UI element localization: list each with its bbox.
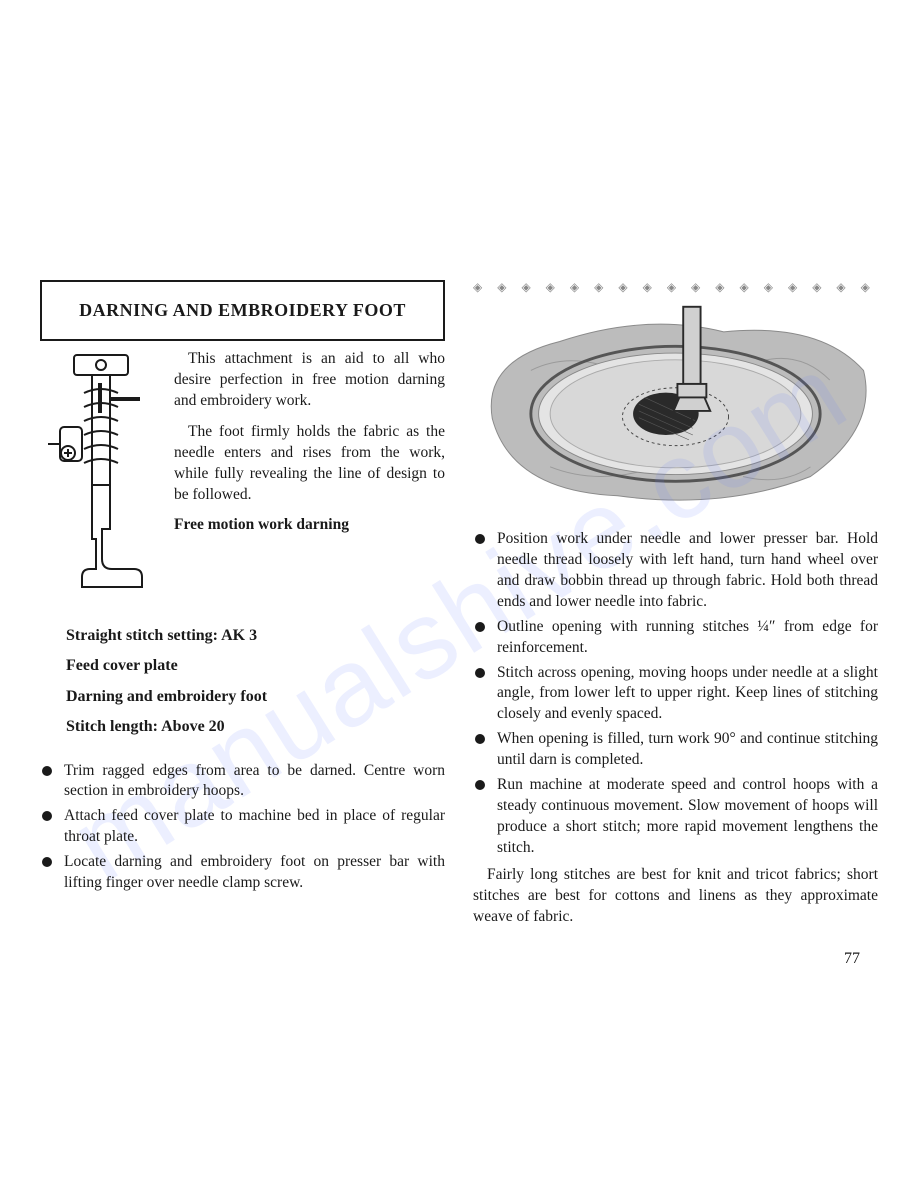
list-item: When opening is filled, turn work 90° an… [473, 729, 878, 771]
intro-paragraph-1: This attachment is an aid to all who des… [174, 349, 445, 412]
list-item: Position work under needle and lower pre… [473, 529, 878, 613]
right-bullet-list: Position work under needle and lower pre… [473, 529, 878, 859]
two-column-layout: DARNING AND EMBROIDERY FOOT [40, 280, 878, 943]
section-title: DARNING AND EMBROIDERY FOOT [54, 300, 431, 321]
setting-line: Straight stitch setting: AK 3 [66, 621, 445, 651]
left-column: DARNING AND EMBROIDERY FOOT [40, 280, 445, 943]
darning-foot-illustration [40, 349, 160, 599]
manual-page: manualshive.com DARNING AND EMBROIDERY F… [0, 0, 918, 1188]
settings-block: Straight stitch setting: AK 3 Feed cover… [66, 621, 445, 743]
decorative-dots: ◈ ◈ ◈ ◈ ◈ ◈ ◈ ◈ ◈ ◈ ◈ ◈ ◈ ◈ ◈ ◈ ◈ ◈ ◈ ◈ … [473, 280, 878, 295]
section-title-box: DARNING AND EMBROIDERY FOOT [40, 280, 445, 341]
setting-line: Feed cover plate [66, 651, 445, 681]
intro-text-block: This attachment is an aid to all who des… [174, 349, 445, 599]
page-number: 77 [844, 950, 860, 968]
list-item: Run machine at moderate speed and contro… [473, 775, 878, 859]
embroidery-hoop-illustration [473, 299, 878, 519]
list-item: Attach feed cover plate to machine bed i… [40, 806, 445, 848]
list-item: Stitch across opening, moving hoops unde… [473, 663, 878, 726]
list-item: Trim ragged edges from area to be darned… [40, 761, 445, 803]
intro-paragraph-2: The foot firmly holds the fabric as the … [174, 422, 445, 506]
list-item: Locate darning and embroidery foot on pr… [40, 852, 445, 894]
left-bullet-list: Trim ragged edges from area to be darned… [40, 761, 445, 895]
setting-line: Stitch length: Above 20 [66, 712, 445, 742]
setting-line: Darning and embroidery foot [66, 682, 445, 712]
closing-paragraph: Fairly long stitches are best for knit a… [473, 865, 878, 928]
list-item: Outline opening with running stitches ¼″… [473, 617, 878, 659]
right-column: ◈ ◈ ◈ ◈ ◈ ◈ ◈ ◈ ◈ ◈ ◈ ◈ ◈ ◈ ◈ ◈ ◈ ◈ ◈ ◈ … [473, 280, 878, 943]
foot-intro-row: This attachment is an aid to all who des… [40, 339, 445, 599]
subheading: Free motion work darning [174, 515, 445, 536]
